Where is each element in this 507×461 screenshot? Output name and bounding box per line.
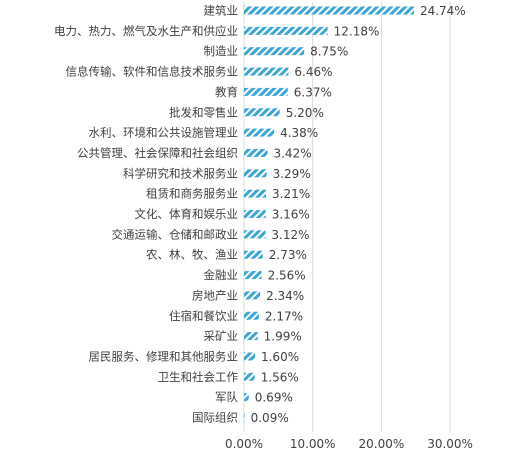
category-label: 住宿和餐饮业 [169,309,238,323]
bar [244,332,258,341]
bar [244,108,280,117]
bar [244,291,261,300]
x-tick-label: 30.00% [427,437,473,451]
category-label: 采矿业 [204,329,239,343]
bar [244,393,249,402]
x-axis-tick-labels: 0.00% 10.00% 20.00% 30.00% [225,437,473,451]
category-label: 卫生和社会工作 [158,370,239,384]
value-label: 1.99% [264,330,302,344]
category-label: 农、林、牧、渔业 [146,248,238,262]
category-label: 水利、环境和公共设施管理业 [89,126,239,140]
value-label: 2.73% [269,248,307,262]
x-tick-label: 10.00% [290,437,336,451]
value-labels: 24.74% 12.18% 8.75% 6.46% 6.37% 5.20% 4.38% 3.4… [251,4,466,425]
value-label: 0.09% [251,411,289,425]
value-label: 0.69% [255,391,293,405]
category-label: 文化、体育和娱乐业 [135,207,239,221]
bar [244,128,275,137]
category-label: 军队 [215,390,238,404]
category-label: 居民服务、修理和其他服务业 [89,349,239,363]
category-label: 建筑业 [204,4,239,18]
category-labels: 建筑业电力、热力、燃气及水生产和供应业制造业信息传输、软件和信息技术服务业教育批… [54,4,238,425]
bar [244,87,288,96]
bar [244,352,255,361]
bar [244,169,267,178]
category-label: 科学研究和技术服务业 [123,166,238,180]
category-label: 制造业 [204,44,239,58]
value-label: 5.20% [286,106,324,120]
bar [244,210,266,218]
value-label: 1.56% [261,370,299,384]
bar [244,413,245,422]
category-label: 房地产业 [192,288,238,302]
value-label: 4.38% [280,126,318,140]
value-label: 3.16% [272,208,310,222]
value-label: 3.42% [273,146,311,160]
value-label: 2.56% [268,269,306,283]
category-label: 金融业 [204,268,239,282]
value-label: 6.37% [294,85,332,99]
category-label: 国际组织 [192,411,238,425]
value-label: 8.75% [310,45,348,59]
value-label: 2.17% [265,309,303,323]
category-label: 电力、热力、燃气及水生产和供应业 [54,24,238,38]
value-label: 24.74% [420,4,466,18]
value-label: 3.21% [272,187,310,201]
category-label: 批发和零售业 [169,105,238,119]
bar [244,67,289,76]
bar [244,250,263,259]
bar [244,271,262,280]
value-label: 6.46% [294,65,332,79]
category-label: 租赁和商务服务业 [146,187,238,201]
bar [244,148,268,157]
bar [244,6,414,15]
bar [244,47,305,56]
x-tick-label: 20.00% [359,437,405,451]
bar [244,311,259,320]
category-label: 教育 [215,85,238,99]
value-label: 1.60% [261,350,299,364]
bar [244,372,255,381]
category-label: 信息传输、软件和信息技术服务业 [66,65,239,79]
x-tick-label: 0.00% [225,437,263,451]
value-label: 3.29% [273,167,311,181]
bar [244,26,328,35]
bar [244,230,266,239]
value-label: 2.34% [266,289,304,303]
category-label: 公共管理、社会保障和社会组织 [77,146,238,160]
category-label: 交通运输、仓储和邮政业 [112,227,239,241]
value-label: 12.18% [334,24,380,38]
bar [244,189,267,198]
bars [244,6,414,422]
value-label: 3.12% [271,228,309,242]
